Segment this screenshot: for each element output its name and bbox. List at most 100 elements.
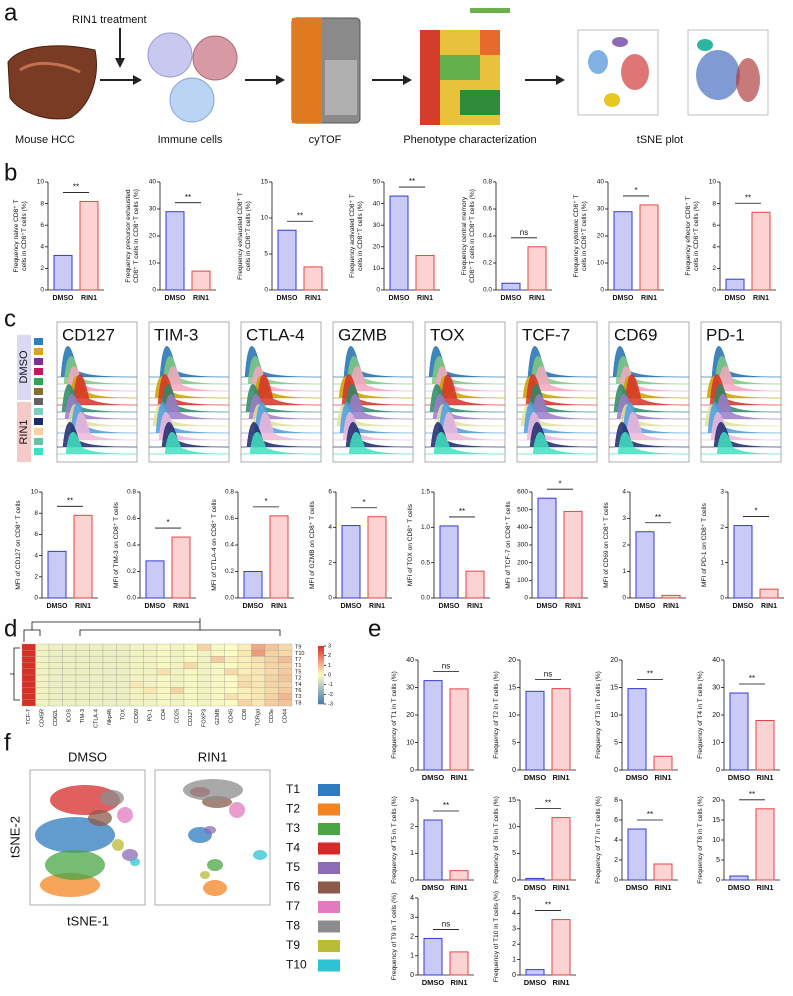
heatmap-cell [251,656,266,663]
cluster-region [203,880,227,896]
y-tick-label: 0.4 [127,542,136,549]
mini-tsne-cluster [588,50,608,74]
x-tick-label: RIN1 [552,883,569,892]
cytof-door [325,60,357,115]
heatmap-cell [102,681,117,688]
y-tick-label: 6 [614,817,618,824]
heatmap-cell [21,699,36,707]
histogram-ridge [517,346,598,378]
legend-swatch [318,920,340,933]
x-tick-label: RIN1 [565,603,581,610]
row-label: T10 [295,651,304,657]
heatmap-cell [210,656,225,663]
y-tick-label: 2 [328,559,332,566]
y-axis-label: cells in CD8⁺T cells (%) [693,201,700,271]
y-axis-label: MFI of TIM-3 on CD8⁺ T cells [113,501,120,588]
marker-label: CD69 [614,325,657,344]
y-tick-label: 0.6 [225,515,234,522]
x-tick-label: DMSO [524,773,547,782]
bar [423,680,443,771]
heatmap-cell [143,650,158,657]
significance-label: ** [545,799,551,808]
histogram-ridge [425,432,506,455]
heatmap-cell [156,699,171,707]
x-tick-label: RIN1 [654,883,671,892]
y-tick-label: 4 [328,524,332,531]
x-tick-label: DMSO [145,603,167,610]
heatmap-cell [170,643,185,651]
y-tick-label: 0 [720,595,724,602]
y-tick-label: 4 [512,910,516,917]
heatmap-cell [264,650,279,657]
column-label: CD3e [269,709,275,723]
heatmap-cell [102,643,117,651]
sample-swatch [34,348,43,355]
y-tick-label: 0 [614,877,618,884]
y-tick-label: 1 [410,953,414,960]
histogram-frame [516,321,598,463]
mini-tsne-cluster [696,50,740,100]
y-tick-label: 2 [720,524,724,531]
y-axis-label: cells in CD8⁺T cells (%) [21,201,28,271]
x-tick-label: RIN1 [450,978,467,987]
heatmap-cell [156,643,171,651]
heatmap-cell [224,681,239,688]
step-label: Phenotype characterization [403,134,536,146]
group-bar-dmso [17,335,31,400]
histogram-ridge [149,432,230,455]
y-tick-label: 0.2 [483,260,492,267]
y-tick-label: 0.6 [483,206,492,213]
y-tick-label: 2 [34,574,38,581]
colorbar-tick-label: -2 [328,692,333,698]
heatmap-cell [197,681,212,688]
y-tick-label: 4 [614,837,618,844]
legend-swatch [318,784,340,796]
marker-label: PD-1 [706,325,745,344]
heatmap-cell [48,681,63,688]
heatmap-cell [75,656,90,663]
heatmap-cell [48,643,63,651]
heatmap-cell [210,699,225,707]
y-tick-label: 0 [410,877,414,884]
significance-label: * [634,186,637,195]
row-label: T6 [295,688,301,694]
column-label: CD25 [175,709,181,723]
colorbar-segment [318,678,324,682]
x-tick-label: DMSO [53,295,75,302]
x-tick-label: DMSO [613,295,635,302]
heatmap-cell [89,650,104,657]
heatmap-cell [170,650,185,657]
x-tick-label: RIN1 [75,603,91,610]
colorbar-segment [318,702,324,705]
x-tick-label: RIN1 [663,603,679,610]
histogram-ridge [425,412,506,441]
y-axis-label: Frequency of T1 in T cells (%) [391,671,398,759]
heatmap-cell [224,687,239,694]
heatmap-cell [48,656,63,663]
heatmap-cell [62,681,77,688]
group-label: RIN1 [18,419,30,444]
heatmap-cell [156,693,171,700]
row-label: T4 [295,682,301,688]
column-label: TOX [121,709,127,721]
histogram-ridge [241,432,322,455]
bar [341,525,361,599]
y-tick-label: 0.8 [483,179,492,186]
mini-heatmap [420,8,510,125]
x-tick-label: DMSO [524,883,547,892]
cluster-region [112,839,124,851]
significance-label: ** [647,670,653,679]
y-tick-label: 0 [410,972,414,979]
y-tick-label: 0 [716,767,720,774]
bar [525,969,545,976]
y-tick-label: 0.0 [225,595,234,602]
heatmap-cell [210,662,225,669]
heatmap-cell [143,693,158,700]
row-label: T3 [295,694,301,700]
bar [725,278,745,291]
heatmap-cell [48,662,63,669]
heatmap-cell [48,674,63,682]
colorbar-tick-label: -1 [328,682,333,688]
y-tick-label: 3 [720,489,724,496]
bar [759,588,779,599]
